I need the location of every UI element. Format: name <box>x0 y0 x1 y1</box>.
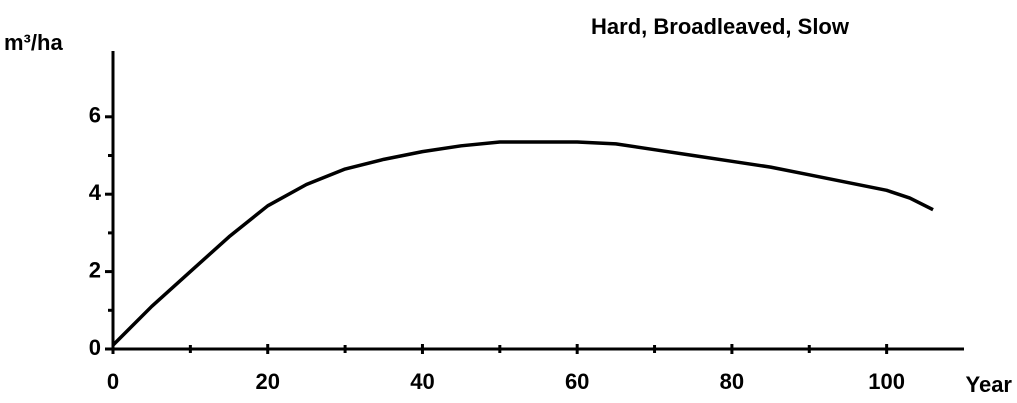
y-tick-label: 4 <box>89 180 102 205</box>
x-tick-label: 40 <box>410 369 434 394</box>
x-tick-label: 60 <box>565 369 589 394</box>
y-axis-label: m³/ha <box>4 30 63 55</box>
x-tick-label: 0 <box>107 369 119 394</box>
x-tick-label: 20 <box>255 369 279 394</box>
chart-title: Hard, Broadleaved, Slow <box>591 14 850 39</box>
y-tick-label: 0 <box>89 335 101 360</box>
y-tick-label: 6 <box>89 103 101 128</box>
x-axis-label: Year <box>966 372 1013 397</box>
x-tick-label: 80 <box>720 369 744 394</box>
data-line <box>111 140 934 347</box>
x-tick-label: 100 <box>868 369 905 394</box>
y-tick-label: 2 <box>89 257 101 282</box>
